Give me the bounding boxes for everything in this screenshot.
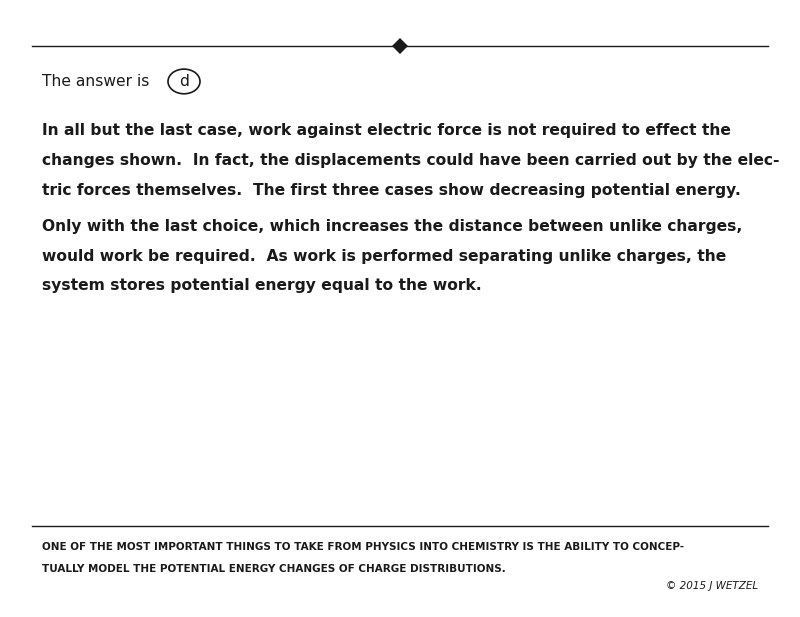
Text: In all but the last case, work against electric force is not required to effect : In all but the last case, work against e… (42, 123, 730, 138)
Text: would work be required.  As work is performed separating unlike charges, the: would work be required. As work is perfo… (42, 249, 726, 263)
Text: system stores potential energy equal to the work.: system stores potential energy equal to … (42, 278, 482, 293)
Text: The answer is: The answer is (42, 74, 154, 89)
Text: TUALLY MODEL THE POTENTIAL ENERGY CHANGES OF CHARGE DISTRIBUTIONS.: TUALLY MODEL THE POTENTIAL ENERGY CHANGE… (42, 564, 506, 574)
Text: changes shown.  In fact, the displacements could have been carried out by the el: changes shown. In fact, the displacement… (42, 153, 779, 168)
Text: tric forces themselves.  The first three cases show decreasing potential energy.: tric forces themselves. The first three … (42, 183, 741, 197)
Text: © 2015 J WETZEL: © 2015 J WETZEL (666, 581, 758, 591)
Text: d: d (179, 74, 189, 89)
Text: ONE OF THE MOST IMPORTANT THINGS TO TAKE FROM PHYSICS INTO CHEMISTRY IS THE ABIL: ONE OF THE MOST IMPORTANT THINGS TO TAKE… (42, 542, 684, 552)
Text: Only with the last choice, which increases the distance between unlike charges,: Only with the last choice, which increas… (42, 219, 742, 234)
